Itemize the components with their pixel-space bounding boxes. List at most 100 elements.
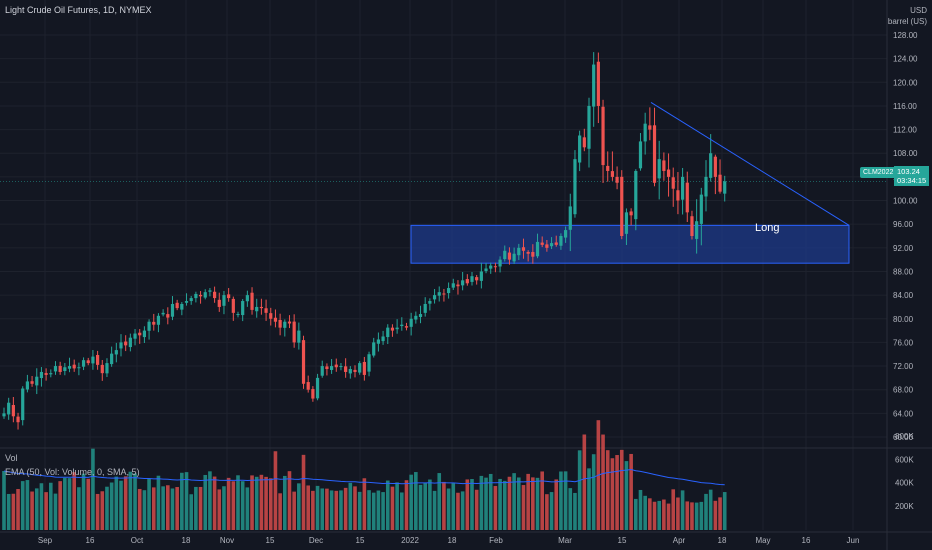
candle-body [330,366,334,370]
volume-bar [217,489,222,530]
volume-bar [643,495,647,530]
candle-body [414,315,418,320]
candle-body [540,242,544,245]
vol-tick-label: 800K [895,432,914,441]
last-price: 103.24 [897,167,920,176]
candle-body [7,402,11,415]
volume-bar [357,491,362,530]
candle-body [610,171,614,177]
candle-body [124,341,128,346]
candle-body [578,135,582,163]
volume-bar [180,472,184,530]
candle-body [222,295,226,306]
candle-body [250,292,254,310]
candle-body [554,242,558,245]
volume-bar [339,490,343,530]
candle-body [465,279,469,284]
volume-bar [526,473,530,530]
candle-body [437,292,441,296]
candle-body [362,361,366,375]
volume-bar [184,472,189,530]
volume-bar [114,476,119,530]
volume-bar [718,497,722,530]
volume-bar [259,474,264,530]
x-tick-label: Oct [131,536,144,545]
candle-body [152,321,156,325]
candle-body [456,284,460,287]
candle-body [217,299,221,307]
volume-bar [699,501,704,530]
volume-bar [652,501,657,530]
volume-bar [231,481,236,530]
volume-bar [662,499,666,530]
volume-bar [128,471,133,530]
currency: USD [910,6,927,15]
candle-body [315,377,320,399]
volume-bar [142,490,147,530]
candle-body [241,301,245,316]
candle-body [306,382,310,390]
axis-labels: 60.00 64.00 68.00 72.00 76.00 80.00 84.00 88.00… [38,31,918,545]
candle-body [638,141,643,169]
volume-bar [161,486,165,530]
volume-bar [563,471,568,530]
x-tick-label: Dec [309,536,323,545]
candle-body [690,216,694,236]
volume-bar [222,486,226,530]
candle-body [601,106,605,166]
volume-bar [194,486,198,530]
candle-body [676,190,680,201]
volume-bar [49,482,53,530]
candle-body [39,371,44,379]
volume-bar [198,486,203,530]
volume-bar [240,481,245,530]
candle-body [133,333,137,339]
y-tick-label: 92.00 [893,244,914,253]
candle-body [568,206,572,230]
candle-body [498,259,502,267]
volume-bar [273,451,278,530]
volume-bar [58,481,62,530]
volume-bar [226,477,231,530]
volume-bar [236,475,240,530]
volume-bar [648,498,652,530]
volume-bar [353,486,357,530]
volume-bar [680,490,685,530]
candle-body [624,212,629,234]
volume-bar [6,493,11,530]
volume-bar [676,497,680,530]
volume-bar [549,492,554,530]
y-tick-label: 96.00 [893,220,914,229]
candle-body [620,176,624,236]
y-tick-label: 80.00 [893,315,914,324]
volume-bar [587,468,591,530]
volume-bar [502,480,507,530]
candle-body [367,354,371,372]
volume-bar [119,480,123,530]
candle-body [582,137,586,148]
volume-bar [619,449,624,530]
x-tick-label: Mar [558,536,572,545]
x-tick-label: May [755,536,770,545]
unit: barrel (US) [887,17,927,26]
volume-title: Vol [5,453,18,463]
currency-label[interactable]: USD barrel (US) [888,5,927,27]
volume-bar [624,461,629,530]
volume-bar [320,488,325,530]
candle-body [395,327,399,330]
x-tick-label: Feb [489,536,503,545]
candle-body [320,366,324,376]
candle-body [662,160,666,171]
candle-body [358,363,362,373]
volume-bar [629,453,633,530]
candle-body [278,319,282,328]
candle-body [175,302,179,309]
x-tick-label: 16 [86,536,95,545]
volume-bar [287,471,292,530]
y-tick-label: 84.00 [893,291,914,300]
volume-bar [306,485,310,530]
trendline [650,101,850,226]
candle-body [58,365,62,372]
candle-body [147,321,151,331]
